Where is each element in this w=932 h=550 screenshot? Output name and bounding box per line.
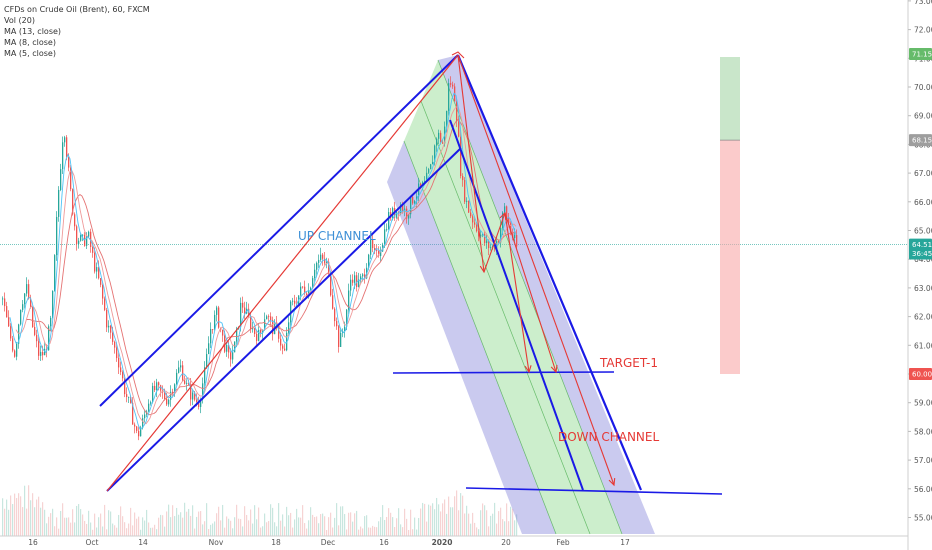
x-tick-label-1: Oct <box>86 538 99 547</box>
y-tick-label-17: 72.00 <box>914 26 932 35</box>
x-tick-label-2: 14 <box>138 538 148 547</box>
candlesticks <box>2 76 518 441</box>
y-tick-label-4: 59.00 <box>914 399 932 408</box>
price-tag-4 <box>909 368 932 380</box>
y-tick-label-11: 66.00 <box>914 198 932 207</box>
arrow-4[interactable] <box>504 212 557 373</box>
y-tick-label-18: 73.00 <box>914 0 932 6</box>
price-tag-0 <box>909 47 932 60</box>
y-tick-label-9: 64.00 <box>914 255 932 264</box>
ma5-indicator-label[interactable]: MA (5, close) <box>4 49 56 58</box>
time-axis: 16 Oct 14 Nov 18 Dec 16 2020 20 Feb 17 <box>0 535 908 547</box>
arrow-2[interactable] <box>483 212 506 273</box>
target-1-line[interactable] <box>392 371 615 374</box>
price-tag-label-3: 36:45 <box>912 250 932 258</box>
y-tick-label-15: 70.00 <box>914 83 932 92</box>
y-tick-label-14: 69.00 <box>914 112 932 121</box>
up-channel-top-line[interactable] <box>99 54 459 407</box>
up-channel-label: UP CHANNEL <box>298 229 376 243</box>
y-tick-label-3: 58.00 <box>914 427 932 436</box>
arrow-1[interactable] <box>457 54 485 273</box>
x-tick-label-6: 16 <box>379 538 389 547</box>
y-tick-label-6: 61.00 <box>914 341 932 350</box>
channel-lines <box>99 51 723 495</box>
y-tick-label-12: 67.00 <box>914 169 932 178</box>
channel-fills <box>387 55 740 535</box>
ma8-indicator-label[interactable]: MA (8, close) <box>4 38 56 47</box>
moving-averages <box>9 92 517 430</box>
x-tick-label-9: Feb <box>556 538 570 547</box>
price-tag-label-0: 71.15 <box>912 50 932 58</box>
x-tick-label-3: Nov <box>209 538 224 547</box>
price-tag-label-2: 64.51 <box>912 241 932 249</box>
up-channel-median-line[interactable] <box>106 54 459 492</box>
y-tick-label-7: 62.00 <box>914 313 932 322</box>
ma13-line <box>26 118 517 416</box>
y-tick-label-2: 57.00 <box>914 456 932 465</box>
x-tick-label-0: 16 <box>28 538 38 547</box>
ma13-indicator-label[interactable]: MA (13, close) <box>4 27 62 36</box>
y-tick-label-1: 56.00 <box>914 485 932 494</box>
x-tick-label-8: 20 <box>501 538 511 547</box>
down-channel-inner-line[interactable] <box>449 119 584 491</box>
target-2-line[interactable] <box>465 487 723 495</box>
volume-bars <box>2 485 518 536</box>
risk-zone[interactable] <box>720 140 740 374</box>
target-label: TARGET-1 <box>599 356 658 370</box>
down-channel-outer-line[interactable] <box>456 54 643 491</box>
price-tag-3 <box>909 247 932 260</box>
price-tag-label-4: 60.00 <box>912 371 932 379</box>
y-tick-label-10: 65.00 <box>914 227 932 236</box>
arrow-3[interactable] <box>504 212 530 373</box>
price-tag-1 <box>909 134 932 147</box>
volume-indicator-label[interactable]: Vol (20) <box>4 16 35 25</box>
y-tick-label-8: 63.00 <box>914 284 932 293</box>
ma8-line <box>15 105 517 425</box>
price-axis: 55.00 56.00 57.00 58.00 59.00 60.00 61.00 62.00… <box>907 0 932 550</box>
arrow-5[interactable] <box>457 54 615 486</box>
y-tick-label-0: 55.00 <box>914 514 932 523</box>
reward-zone[interactable] <box>720 57 740 141</box>
symbol-title: CFDs on Crude Oil (Brent), 60, FXCM <box>4 5 150 14</box>
ma5-line <box>9 92 517 430</box>
down-channel-label: DOWN CHANNEL <box>558 430 659 444</box>
x-tick-label-5: Dec <box>321 538 336 547</box>
x-tick-label-7: 2020 <box>432 538 453 547</box>
up-channel-bottom-line[interactable] <box>106 147 462 492</box>
x-tick-label-4: 18 <box>271 538 281 547</box>
price-tag-label-1: 68.15 <box>912 137 932 145</box>
x-tick-label-10: 17 <box>620 538 630 547</box>
chart-legend: CFDs on Crude Oil (Brent), 60, FXCM Vol … <box>4 4 150 59</box>
